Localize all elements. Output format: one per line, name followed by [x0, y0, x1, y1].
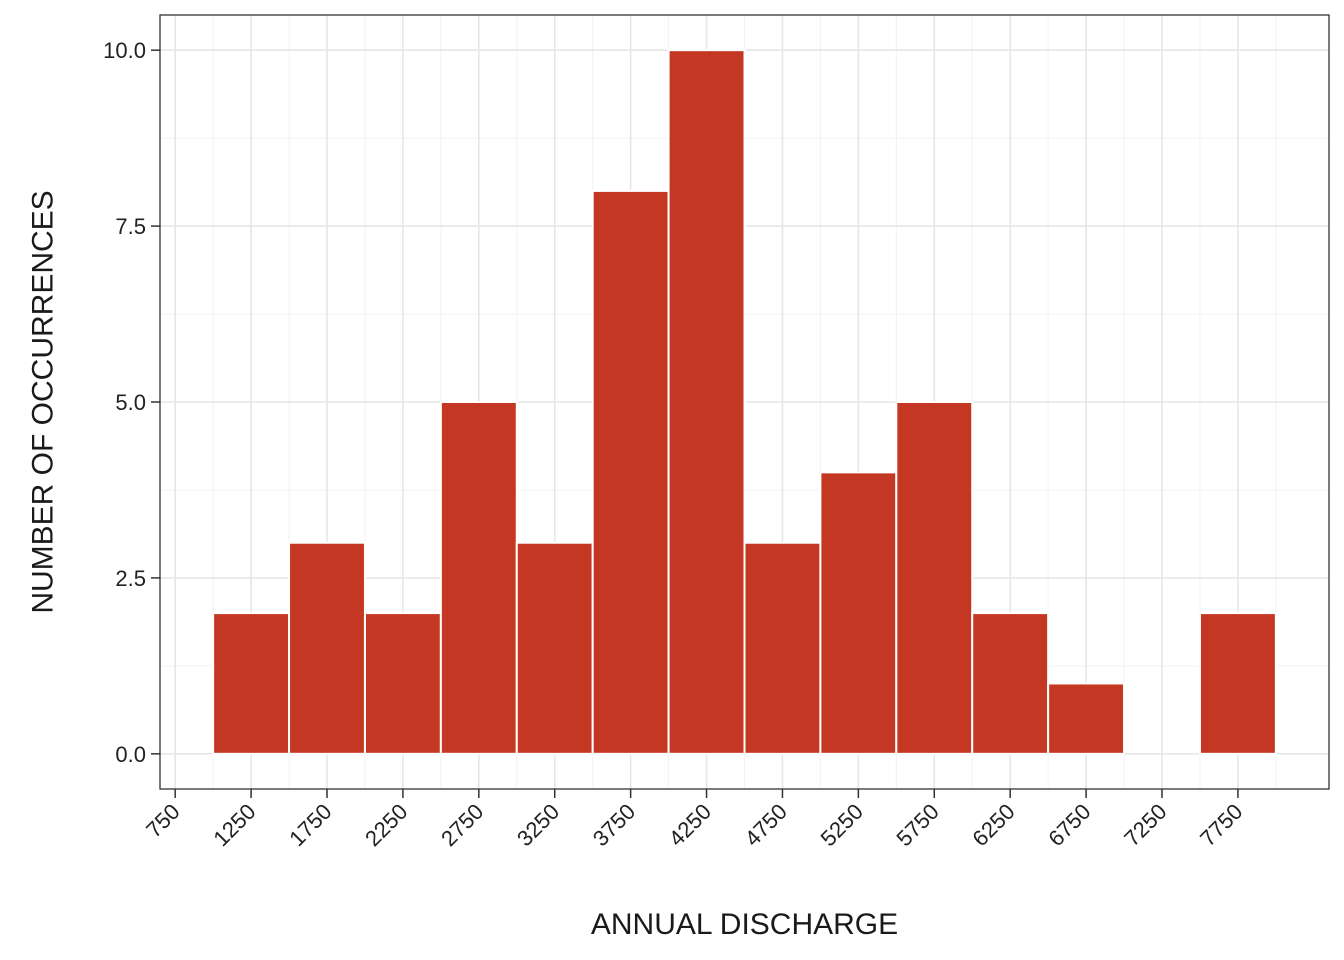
x-tick-label: 7250: [1119, 799, 1171, 851]
histogram-bar: [1047, 682, 1126, 755]
histogram-bar: [895, 401, 974, 755]
histogram-bar: [288, 541, 366, 755]
x-tick-label: 1750: [284, 799, 336, 851]
y-tick-label: 0.0: [115, 742, 146, 767]
x-tick-label: 3750: [588, 799, 640, 851]
histogram-bar: [1198, 612, 1277, 755]
histogram-bar: [971, 612, 1050, 755]
x-tick-label: 5250: [816, 799, 868, 851]
x-tick-label: 7750: [1195, 799, 1247, 851]
x-tick-label: 1250: [208, 799, 260, 851]
histogram-bar: [515, 541, 594, 755]
x-tick-label: 750: [141, 799, 185, 843]
x-tick-label: 6750: [1043, 799, 1095, 851]
x-axis-title: ANNUAL DISCHARGE: [591, 908, 898, 941]
histogram-bar: [439, 401, 518, 755]
histogram-bar: [212, 612, 291, 755]
x-tick-label: 5750: [892, 799, 944, 851]
histogram-bar: [743, 541, 822, 755]
x-tick-label: 3250: [512, 799, 564, 851]
y-axis-title: NUMBER OF OCCURRENCES: [27, 190, 60, 613]
y-tick-label: 10.0: [103, 38, 146, 63]
y-axis: 0.0 2.5 5.0 7.5 10.0: [103, 38, 160, 767]
y-tick-label: 5.0: [115, 390, 146, 415]
x-tick-label: 4750: [740, 799, 792, 851]
y-tick-label: 7.5: [115, 214, 146, 239]
histogram-bar: [667, 49, 746, 755]
histogram-bar: [363, 612, 442, 755]
x-tick-label: 4250: [664, 799, 716, 851]
histogram-bar: [591, 189, 670, 755]
x-tick-label: 2250: [360, 799, 412, 851]
histogram-bar: [819, 471, 898, 755]
bars: [212, 49, 1277, 755]
x-tick-label: 6250: [967, 799, 1019, 851]
x-axis: 750 1250 1750 2250 2750 3250 3750 4250 4750 5250 5…: [141, 789, 1247, 851]
x-tick-label: 2750: [436, 799, 488, 851]
y-tick-label: 2.5: [115, 566, 146, 591]
